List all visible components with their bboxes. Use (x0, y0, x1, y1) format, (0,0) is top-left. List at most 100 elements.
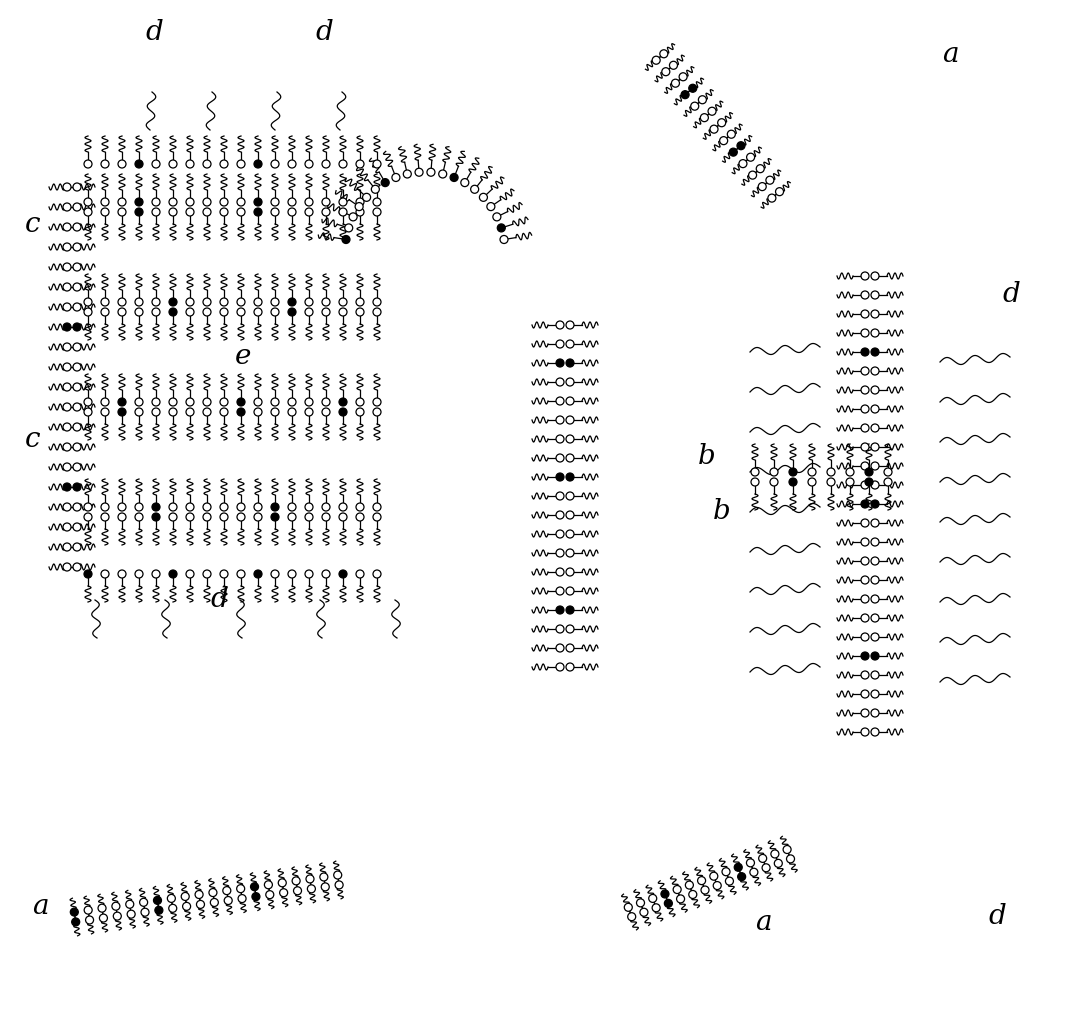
Circle shape (203, 308, 211, 316)
Circle shape (556, 454, 564, 462)
Circle shape (322, 208, 330, 216)
Circle shape (220, 513, 228, 521)
Circle shape (305, 408, 313, 416)
Circle shape (335, 881, 343, 889)
Circle shape (556, 568, 564, 576)
Circle shape (322, 198, 330, 206)
Circle shape (322, 408, 330, 416)
Circle shape (556, 587, 564, 595)
Circle shape (253, 513, 262, 521)
Circle shape (288, 503, 296, 511)
Circle shape (652, 903, 660, 912)
Circle shape (747, 858, 754, 867)
Circle shape (84, 408, 92, 416)
Circle shape (450, 174, 458, 182)
Circle shape (305, 208, 313, 216)
Circle shape (73, 183, 81, 191)
Circle shape (322, 398, 330, 406)
Circle shape (73, 263, 81, 271)
Circle shape (288, 408, 296, 416)
Circle shape (871, 671, 879, 679)
Circle shape (271, 408, 279, 416)
Circle shape (135, 208, 143, 216)
Circle shape (73, 383, 81, 391)
Circle shape (239, 894, 246, 902)
Circle shape (871, 424, 879, 432)
Circle shape (63, 543, 71, 551)
Circle shape (203, 408, 211, 416)
Text: b: b (698, 443, 716, 470)
Circle shape (118, 503, 126, 511)
Circle shape (84, 208, 92, 216)
Circle shape (118, 570, 126, 578)
Circle shape (271, 160, 279, 168)
Circle shape (73, 423, 81, 431)
Circle shape (169, 298, 177, 306)
Circle shape (252, 892, 260, 900)
Circle shape (288, 160, 296, 168)
Circle shape (63, 463, 71, 471)
Circle shape (305, 308, 313, 316)
Circle shape (751, 468, 759, 476)
Circle shape (566, 663, 574, 671)
Circle shape (220, 308, 228, 316)
Circle shape (392, 174, 400, 182)
Circle shape (373, 298, 381, 306)
Circle shape (305, 160, 313, 168)
Circle shape (660, 50, 668, 58)
Circle shape (220, 208, 228, 216)
Circle shape (288, 298, 296, 306)
Circle shape (168, 904, 177, 913)
Circle shape (871, 576, 879, 584)
Circle shape (271, 503, 279, 511)
Circle shape (871, 443, 879, 451)
Circle shape (566, 568, 574, 576)
Circle shape (566, 492, 574, 500)
Circle shape (135, 398, 143, 406)
Circle shape (169, 208, 177, 216)
Circle shape (182, 902, 191, 911)
Circle shape (861, 424, 869, 432)
Circle shape (271, 513, 279, 521)
Circle shape (871, 595, 879, 603)
Circle shape (253, 570, 262, 578)
Circle shape (871, 652, 879, 660)
Circle shape (169, 408, 177, 416)
Circle shape (169, 398, 177, 406)
Circle shape (861, 690, 869, 698)
Circle shape (739, 159, 747, 168)
Circle shape (342, 235, 350, 243)
Circle shape (140, 898, 148, 907)
Circle shape (73, 343, 81, 351)
Circle shape (556, 511, 564, 519)
Circle shape (169, 160, 177, 168)
Circle shape (566, 378, 574, 386)
Circle shape (339, 408, 347, 416)
Circle shape (73, 403, 81, 411)
Circle shape (808, 478, 816, 486)
Circle shape (861, 633, 869, 641)
Circle shape (63, 223, 71, 231)
Circle shape (556, 606, 564, 614)
Circle shape (339, 513, 347, 521)
Circle shape (152, 398, 160, 406)
Circle shape (865, 478, 873, 486)
Circle shape (708, 107, 716, 115)
Circle shape (85, 916, 94, 924)
Circle shape (113, 912, 121, 920)
Circle shape (871, 519, 879, 527)
Circle shape (339, 160, 347, 168)
Circle shape (356, 198, 364, 206)
Circle shape (63, 403, 71, 411)
Circle shape (871, 405, 879, 413)
Circle shape (73, 443, 81, 451)
Circle shape (266, 891, 274, 898)
Circle shape (556, 625, 564, 633)
Circle shape (73, 563, 81, 571)
Text: a: a (755, 909, 771, 936)
Circle shape (152, 198, 160, 206)
Circle shape (118, 198, 126, 206)
Circle shape (339, 308, 347, 316)
Circle shape (186, 198, 194, 206)
Circle shape (566, 530, 574, 538)
